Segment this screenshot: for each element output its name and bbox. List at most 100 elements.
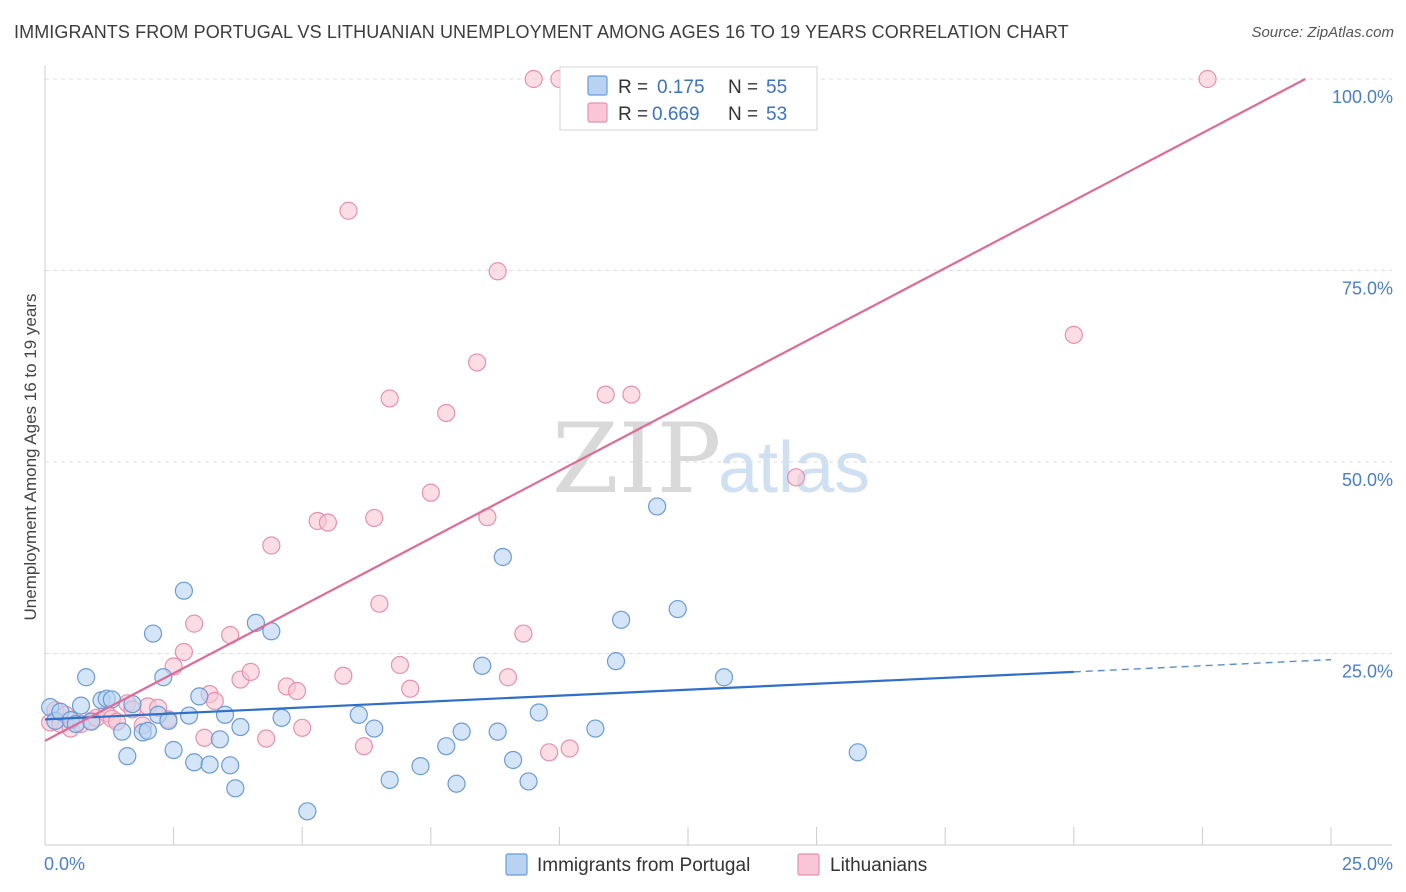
portugal-point bbox=[71, 696, 91, 715]
portugal-point bbox=[380, 770, 399, 789]
lithuanians-point bbox=[786, 468, 806, 487]
legend-swatch-portugal bbox=[505, 853, 528, 876]
portugal-point bbox=[488, 722, 507, 741]
lithuanians-point bbox=[540, 743, 559, 762]
legend-n-label: N = bbox=[728, 104, 758, 125]
portugal-point bbox=[437, 737, 456, 756]
portugal-point bbox=[246, 613, 266, 632]
legend-n-value: 55 bbox=[766, 77, 787, 98]
portugal-point bbox=[504, 750, 523, 770]
gridlines bbox=[45, 78, 1392, 654]
portugal-point bbox=[586, 719, 605, 738]
x-tick-label: 0.0% bbox=[44, 854, 85, 874]
portugal-point bbox=[365, 719, 384, 738]
portugal-point bbox=[529, 703, 548, 722]
legend-swatch-portugal bbox=[587, 75, 608, 96]
lithuanians-point bbox=[174, 642, 193, 662]
portugal-point bbox=[138, 721, 157, 740]
lithuanians-point bbox=[514, 624, 533, 643]
lithuanians-point bbox=[488, 262, 507, 281]
legend-swatch-lithuanians bbox=[587, 102, 608, 123]
portugal-point bbox=[164, 740, 183, 760]
portugal-point bbox=[714, 668, 734, 687]
trend-line-portugal bbox=[44, 670, 1074, 721]
portugal-point bbox=[118, 747, 137, 766]
lithuanians-point bbox=[339, 201, 358, 220]
lithuanians-point bbox=[524, 69, 543, 89]
portugal-point bbox=[493, 547, 512, 567]
trend-line-portugal-extension bbox=[1073, 658, 1332, 673]
portugal-point bbox=[668, 599, 687, 619]
portugal-point bbox=[154, 668, 173, 687]
portugal-point bbox=[200, 755, 219, 774]
watermark-atlas: atlas bbox=[718, 428, 870, 508]
x-tick-label: 25.0% bbox=[1342, 854, 1393, 874]
lithuanians-point bbox=[401, 679, 420, 698]
lithuanians-point bbox=[437, 403, 456, 423]
x-tick-labels: 0.0% 25.0% bbox=[44, 854, 1393, 874]
portugal-point bbox=[215, 705, 235, 724]
y-tick-label: 75.0% bbox=[1342, 279, 1393, 299]
series-legend: Immigrants from Portugal Lithuanians bbox=[505, 853, 927, 876]
portugal-point bbox=[113, 722, 132, 741]
y-tick-label: 25.0% bbox=[1342, 662, 1393, 682]
legend-r-label: R = bbox=[618, 104, 648, 125]
lithuanians-point bbox=[257, 729, 276, 748]
chart-source: Source: ZipAtlas.com bbox=[1251, 24, 1394, 41]
lithuanians-point bbox=[354, 737, 374, 756]
legend-r-label: R = bbox=[618, 77, 648, 98]
portugal-point bbox=[519, 772, 538, 791]
watermark: ZIP atlas bbox=[552, 403, 870, 515]
lithuanians-point bbox=[380, 389, 399, 408]
legend-n-label: N = bbox=[728, 77, 758, 98]
portugal-point bbox=[179, 706, 199, 725]
portugal-point bbox=[174, 581, 193, 600]
watermark-zip: ZIP bbox=[552, 403, 721, 515]
lithuanians-point bbox=[195, 728, 214, 747]
portugal-point bbox=[648, 497, 667, 516]
portugal-point bbox=[210, 730, 229, 749]
portugal-point bbox=[848, 743, 867, 762]
lithuanians-point bbox=[370, 594, 389, 613]
legend-r-value: 0.669 bbox=[652, 104, 700, 125]
legend-n-value: 53 bbox=[766, 104, 787, 125]
portugal-point bbox=[411, 757, 430, 776]
portugal-point bbox=[612, 610, 631, 629]
y-tick-label: 50.0% bbox=[1342, 470, 1393, 490]
lithuanians-point bbox=[318, 513, 338, 532]
portugal-point bbox=[190, 687, 209, 706]
lithuanians-point bbox=[334, 666, 353, 685]
lithuanians-point bbox=[596, 385, 615, 404]
portugal-point bbox=[447, 774, 466, 793]
lithuanians-point bbox=[293, 718, 312, 737]
lithuanians-point bbox=[622, 385, 641, 404]
portugal-point bbox=[221, 756, 240, 775]
correlation-legend: R = 0.175 N = 55 R = 0.669 N = 53 bbox=[559, 66, 818, 131]
y-tick-labels: 25.0% 50.0% 75.0% 100.0% bbox=[1332, 87, 1393, 682]
lithuanians-point bbox=[185, 614, 204, 633]
portugal-point bbox=[231, 717, 250, 737]
portugal-point bbox=[349, 705, 368, 724]
y-tick-label: 100.0% bbox=[1332, 87, 1393, 107]
portugal-point bbox=[159, 711, 178, 731]
portugal-point bbox=[185, 753, 204, 772]
lithuanians-point bbox=[287, 681, 307, 701]
lithuanians-point bbox=[365, 508, 384, 528]
lithuanians-point bbox=[241, 662, 260, 681]
lithuanians-point bbox=[1198, 69, 1217, 89]
trend-line-lithuanians bbox=[44, 78, 1306, 742]
legend-label-portugal: Immigrants from Portugal bbox=[537, 855, 750, 876]
lithuanians-point bbox=[421, 483, 440, 502]
portugal-point bbox=[226, 779, 245, 798]
legend-r-value: 0.175 bbox=[657, 77, 705, 98]
portugal-point bbox=[143, 624, 163, 643]
portugal-point bbox=[452, 722, 471, 741]
portugal-point bbox=[298, 802, 317, 821]
portugal-point bbox=[77, 668, 96, 687]
legend-swatch-lithuanians bbox=[797, 853, 820, 876]
lithuanians-point bbox=[498, 668, 518, 687]
lithuanians-point bbox=[390, 655, 410, 675]
lithuanians-point bbox=[262, 536, 281, 555]
series-portugal-points bbox=[41, 497, 867, 821]
